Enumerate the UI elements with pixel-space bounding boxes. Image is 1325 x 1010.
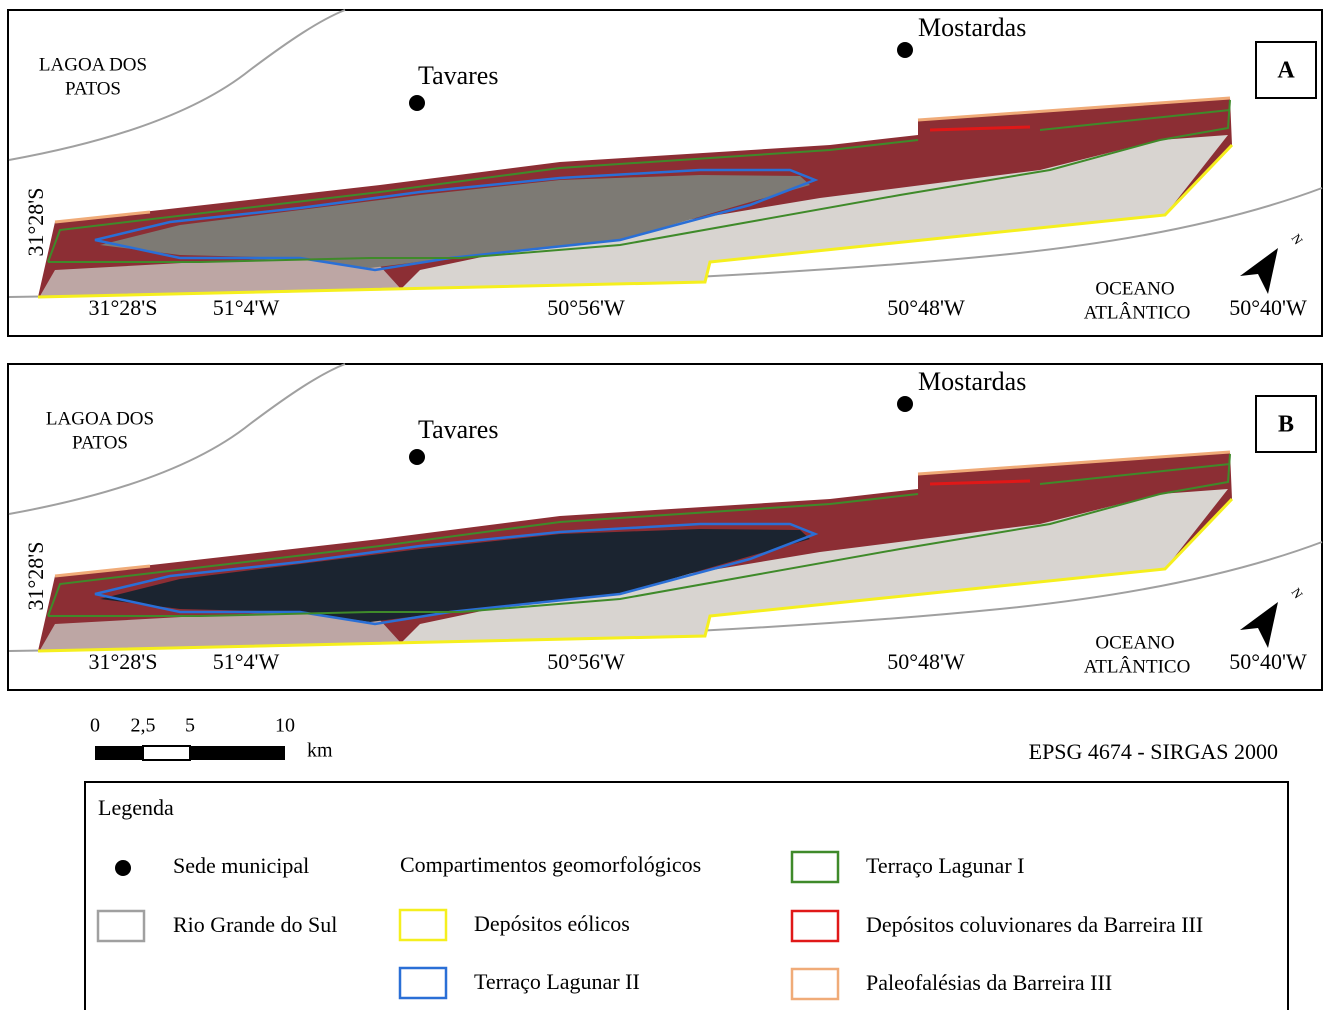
town-marker xyxy=(409,95,425,111)
coord-label: 31°28'S xyxy=(89,649,158,674)
legend-label: Depósitos coluvionares da Barreira III xyxy=(866,912,1203,937)
scale-segment xyxy=(190,746,285,760)
scale-tick-label: 0 xyxy=(90,715,100,737)
town-label: Mostardas xyxy=(918,13,1026,42)
water-label: LAGOA DOS xyxy=(46,408,154,429)
figure: Legenda Compartimentos geomorfológicos E… xyxy=(0,0,1325,1010)
coord-label: 51°4'W xyxy=(213,649,280,674)
town-label: Tavares xyxy=(418,61,498,90)
town-label: Tavares xyxy=(418,415,498,444)
lat-label: 31°28'S xyxy=(23,542,48,611)
coord-label: 31°28'S xyxy=(89,295,158,320)
water-label: ATLÂNTICO xyxy=(1084,301,1191,323)
coord-label: 50°48'W xyxy=(887,649,965,674)
map-panel: Tavares Mostardas LAGOA DOS PATOS OCEANOATLÂ… xyxy=(8,10,1322,336)
scale-tick-label: 10 xyxy=(275,715,295,737)
legend-label: Sede municipal xyxy=(173,853,309,878)
town-marker xyxy=(897,42,913,58)
water-label: LAGOA DOS xyxy=(39,54,147,75)
legend-label: Depósitos eólicos xyxy=(474,911,630,936)
coord-label: 50°56'W xyxy=(547,295,625,320)
legend-symbol xyxy=(98,911,144,941)
crs-label: EPSG 4674 - SIRGAS 2000 xyxy=(1029,739,1278,764)
town-marker xyxy=(409,449,425,465)
legend-group-title: Compartimentos geomorfológicos xyxy=(400,852,701,877)
water-label: OCEANO xyxy=(1095,278,1174,299)
legend-symbol xyxy=(400,910,446,940)
legend-label: Terraço Lagunar II xyxy=(474,969,640,994)
legend-label: Rio Grande do Sul xyxy=(173,912,337,937)
coord-label: 51°4'W xyxy=(213,295,280,320)
legend-label: Terraço Lagunar I xyxy=(866,853,1024,878)
legend-symbol xyxy=(792,969,838,999)
water-label: PATOS xyxy=(65,78,121,99)
panel-label: B xyxy=(1278,412,1294,438)
scale-segment xyxy=(143,746,190,760)
town-marker xyxy=(897,396,913,412)
coord-label: 50°48'W xyxy=(887,295,965,320)
legend-symbol xyxy=(792,852,838,882)
legend-title: Legenda xyxy=(98,795,174,820)
scale-unit: km xyxy=(307,740,333,762)
panel-label: A xyxy=(1277,58,1295,84)
water-label: ATLÂNTICO xyxy=(1084,655,1191,677)
coord-label: 50°40'W xyxy=(1229,295,1307,320)
town-label: Mostardas xyxy=(918,367,1026,396)
lat-label: 31°28'S xyxy=(23,188,48,257)
water-label: PATOS xyxy=(72,432,128,453)
coord-label: 50°56'W xyxy=(547,649,625,674)
scale-tick-label: 2,5 xyxy=(131,715,156,737)
coord-label: 50°40'W xyxy=(1229,649,1307,674)
legend-label: Paleofalésias da Barreira III xyxy=(866,970,1112,995)
water-label: OCEANO xyxy=(1095,632,1174,653)
map-panel: Tavares Mostardas LAGOA DOS PATOS OCEANOATLÂ… xyxy=(8,364,1322,690)
legend-symbol xyxy=(792,911,838,941)
scale-segment xyxy=(95,746,143,760)
scale-tick-label: 5 xyxy=(185,715,195,737)
legend-symbol xyxy=(115,860,131,876)
legend-symbol xyxy=(400,968,446,998)
